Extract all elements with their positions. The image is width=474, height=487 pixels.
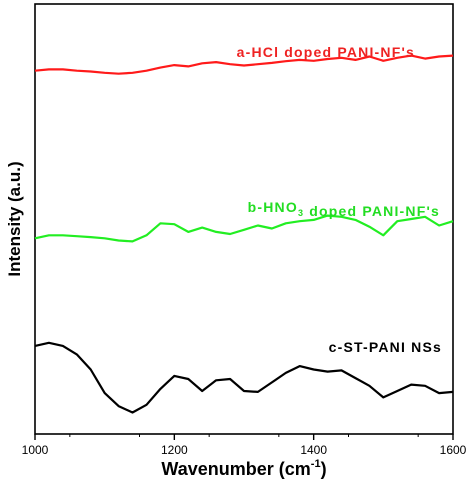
x-tick-label: 1000 — [22, 443, 49, 457]
x-tick-label: 1200 — [161, 443, 188, 457]
series-b-hno3-line — [34, 214, 454, 243]
y-axis-title: Intensity (a.u.) — [5, 161, 24, 276]
x-tick-label: 1400 — [300, 443, 327, 457]
annotation-a: a-HCl doped PANI-NF's — [237, 44, 415, 60]
x-axis-title-main: Wavenumber (cm — [161, 459, 310, 479]
x-axis-title: Wavenumber (cm-1) — [161, 458, 326, 479]
series-a-hcl-line — [34, 54, 454, 75]
x-axis-title-sup: -1 — [311, 458, 321, 470]
plot-frame — [34, 3, 454, 435]
annotation-b: b-HNO3 doped PANI-NF's — [248, 199, 440, 219]
annotations: a-HCl doped PANI-NF's b-HNO3 doped PANI-N… — [237, 44, 442, 355]
x-ticks: 1000 1200 1400 1600 — [22, 434, 467, 457]
series-layer — [34, 54, 454, 414]
annotation-c: c-ST-PANI NSs — [329, 339, 442, 355]
x-tick-label: 1600 — [440, 443, 467, 457]
x-axis-title-close: ) — [321, 459, 327, 479]
series-c-st-pani-line — [34, 341, 454, 414]
